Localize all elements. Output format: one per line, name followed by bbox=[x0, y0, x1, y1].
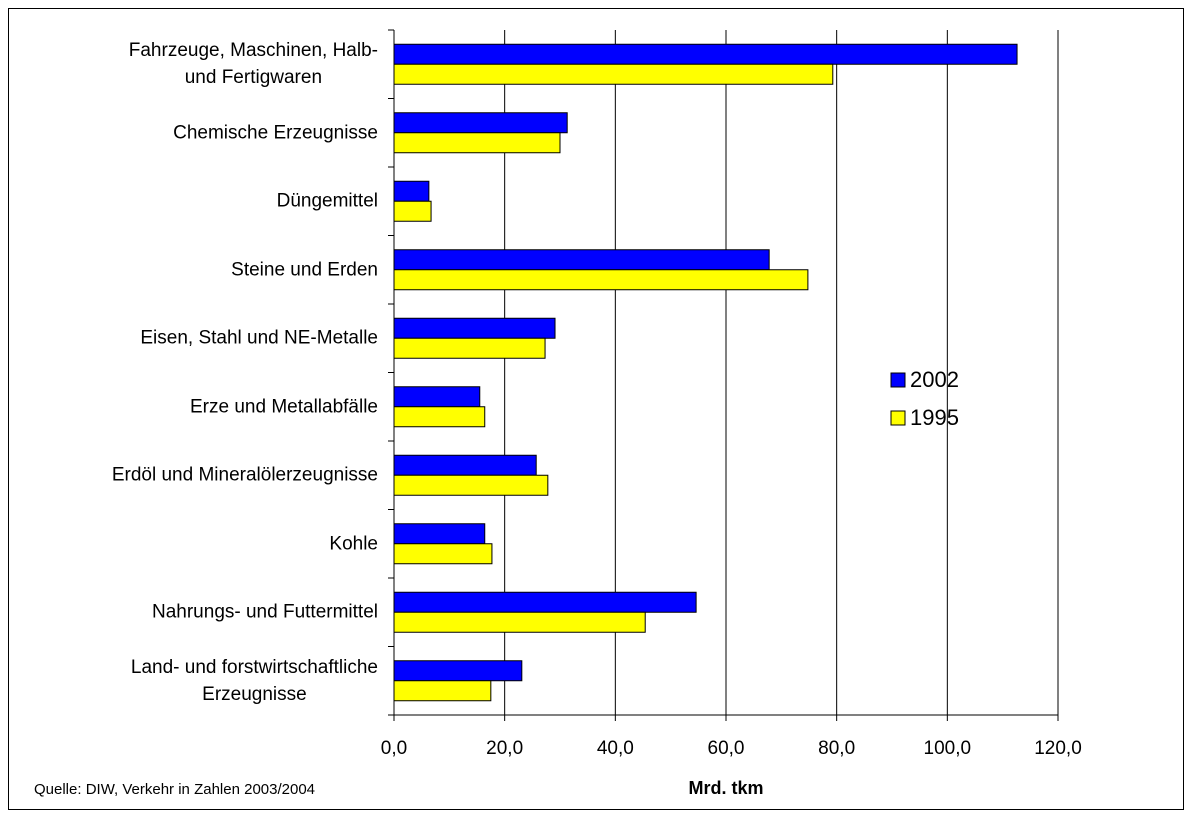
source: Quelle: DIW, Verkehr in Zahlen 2003/2004 bbox=[34, 781, 315, 798]
bar bbox=[393, 660, 523, 682]
x-tick-label: 100,0 bbox=[924, 738, 972, 759]
y-tick-label: Erze und Metallabfälle bbox=[190, 396, 378, 418]
x-tick-label: 120,0 bbox=[1034, 738, 1082, 759]
bar bbox=[393, 406, 486, 428]
bar bbox=[393, 269, 809, 291]
x-tick-label: 40,0 bbox=[597, 738, 634, 759]
x-tick-label: 0,0 bbox=[381, 738, 407, 759]
y-tick-label: Nahrungs- und Futtermittel bbox=[152, 601, 378, 623]
bar bbox=[393, 680, 492, 702]
y-tick-label: Kohle bbox=[329, 533, 378, 555]
chart-frame bbox=[8, 8, 1184, 810]
bar bbox=[393, 474, 549, 496]
bar bbox=[393, 249, 770, 271]
bar bbox=[393, 611, 646, 633]
y-tick-label: Land- und forstwirtschaftliche Erzeugnis… bbox=[130, 656, 378, 705]
x-axis-label: Mrd. tkm bbox=[688, 778, 763, 798]
bar bbox=[393, 454, 537, 476]
bar bbox=[393, 591, 697, 613]
bar bbox=[393, 43, 1018, 65]
x-tick-label: 20,0 bbox=[486, 738, 523, 759]
y-tick-label: Düngemittel bbox=[276, 190, 378, 212]
bar bbox=[393, 112, 568, 134]
bar bbox=[393, 317, 556, 339]
x-tick-label: 60,0 bbox=[708, 738, 745, 759]
bar bbox=[393, 523, 486, 545]
legend-label: 1995 bbox=[910, 405, 959, 430]
y-tick-label: Erdöl und Mineralölerzeugnisse bbox=[111, 464, 378, 486]
y-tick-label: Chemische Erzeugnisse bbox=[173, 122, 378, 144]
bar bbox=[393, 180, 430, 202]
bar bbox=[393, 337, 546, 359]
x-tick-label: 80,0 bbox=[818, 738, 855, 759]
legend-swatch bbox=[890, 410, 906, 426]
bar bbox=[393, 200, 432, 222]
bar bbox=[393, 132, 561, 154]
y-tick-label: Eisen, Stahl und NE-Metalle bbox=[140, 327, 378, 349]
y-tick-label: Steine und Erden bbox=[231, 259, 378, 281]
bar bbox=[393, 63, 834, 85]
y-tick-label: Fahrzeuge, Maschinen, Halb- und Fertigwa… bbox=[128, 40, 378, 89]
legend-swatch bbox=[890, 372, 906, 388]
bar bbox=[393, 543, 493, 565]
bar bbox=[393, 386, 481, 408]
legend-label: 2002 bbox=[910, 367, 959, 392]
